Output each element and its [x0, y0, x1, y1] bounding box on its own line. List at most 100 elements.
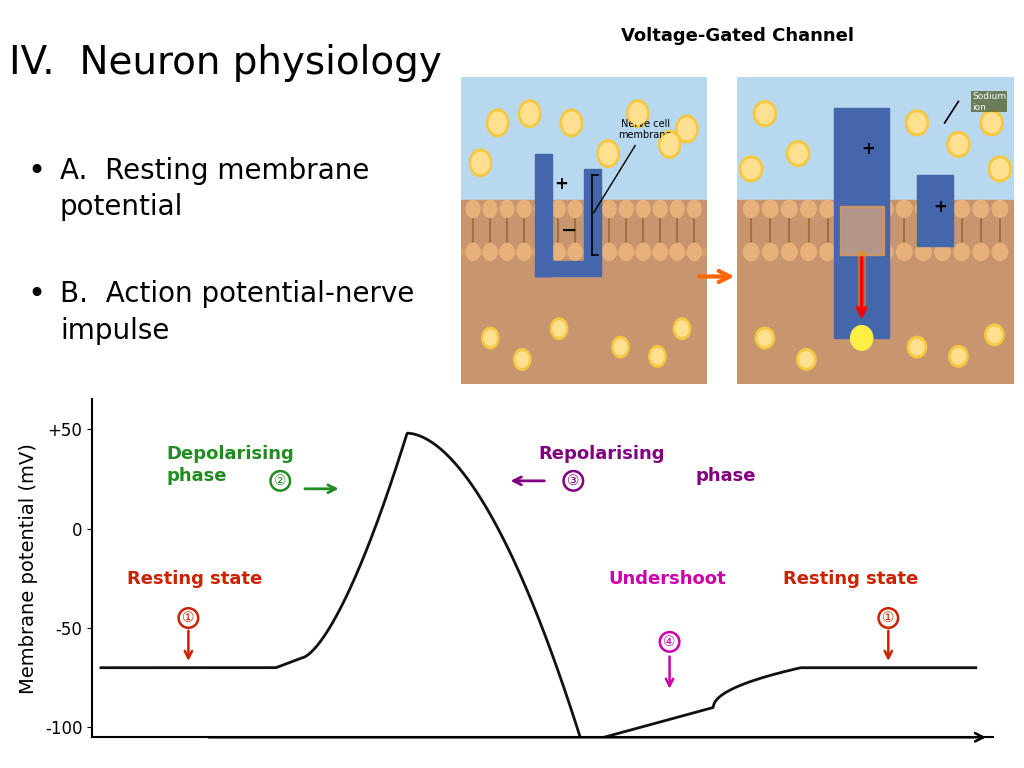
Circle shape	[653, 243, 667, 260]
Circle shape	[671, 243, 684, 260]
Circle shape	[600, 143, 616, 164]
Circle shape	[851, 326, 872, 350]
Text: +: +	[555, 175, 568, 194]
Circle shape	[602, 243, 616, 260]
Circle shape	[636, 200, 650, 217]
Circle shape	[489, 112, 506, 134]
Circle shape	[597, 140, 620, 167]
Bar	[737, 230, 1014, 384]
Circle shape	[935, 200, 950, 217]
Circle shape	[781, 243, 797, 260]
Circle shape	[743, 243, 759, 260]
Circle shape	[517, 200, 531, 217]
Circle shape	[781, 200, 797, 217]
Circle shape	[602, 200, 616, 217]
Circle shape	[949, 346, 968, 367]
Text: −: −	[561, 221, 578, 240]
Circle shape	[553, 321, 565, 336]
Circle shape	[754, 101, 776, 127]
Circle shape	[758, 330, 772, 346]
Circle shape	[517, 243, 531, 260]
Bar	[461, 249, 707, 255]
Circle shape	[800, 352, 813, 367]
Text: Depolarising: Depolarising	[167, 445, 294, 463]
Bar	[461, 200, 707, 255]
Circle shape	[910, 339, 924, 355]
Text: +: +	[934, 198, 947, 216]
Circle shape	[501, 200, 514, 217]
Circle shape	[949, 134, 968, 154]
Circle shape	[988, 156, 1012, 182]
Circle shape	[858, 200, 873, 217]
Circle shape	[535, 200, 548, 217]
Circle shape	[678, 118, 695, 140]
Circle shape	[992, 243, 1008, 260]
Circle shape	[742, 159, 760, 179]
Circle shape	[662, 134, 678, 155]
Circle shape	[676, 321, 688, 336]
Bar	[737, 77, 1014, 230]
Circle shape	[983, 113, 1000, 133]
Polygon shape	[843, 209, 881, 252]
Text: phase: phase	[167, 467, 227, 485]
Text: Undershoot: Undershoot	[608, 570, 726, 588]
Circle shape	[586, 243, 599, 260]
Text: Normal state (closed channel): Normal state (closed channel)	[510, 409, 657, 419]
Circle shape	[763, 243, 778, 260]
Circle shape	[954, 243, 970, 260]
Circle shape	[551, 243, 565, 260]
Circle shape	[797, 349, 816, 370]
Text: ②: ②	[274, 474, 287, 488]
Circle shape	[568, 243, 582, 260]
Circle shape	[992, 200, 1008, 217]
Circle shape	[915, 243, 931, 260]
Circle shape	[687, 200, 701, 217]
Circle shape	[915, 200, 931, 217]
Circle shape	[947, 131, 970, 157]
Circle shape	[612, 336, 629, 358]
Circle shape	[649, 346, 666, 367]
Circle shape	[801, 243, 816, 260]
Circle shape	[627, 100, 649, 127]
Circle shape	[674, 318, 690, 339]
Circle shape	[687, 243, 701, 260]
Circle shape	[551, 318, 567, 339]
Circle shape	[516, 352, 528, 367]
Bar	[737, 200, 1014, 255]
Text: ④: ④	[664, 635, 676, 649]
Circle shape	[614, 339, 627, 355]
Circle shape	[658, 131, 681, 158]
Circle shape	[484, 330, 497, 346]
Text: phase: phase	[696, 467, 757, 485]
Text: Nerve signal formation (open channel): Nerve signal formation (open channel)	[781, 409, 970, 419]
Circle shape	[973, 200, 988, 217]
Text: Resting state: Resting state	[783, 570, 919, 588]
Circle shape	[858, 243, 873, 260]
Circle shape	[743, 200, 759, 217]
Circle shape	[483, 200, 497, 217]
Circle shape	[980, 110, 1004, 136]
Circle shape	[908, 113, 926, 133]
Circle shape	[651, 349, 664, 364]
Text: •: •	[28, 157, 46, 186]
Circle shape	[481, 327, 499, 349]
Circle shape	[905, 110, 929, 136]
Y-axis label: Membrane potential (mV): Membrane potential (mV)	[19, 443, 38, 694]
Circle shape	[466, 243, 480, 260]
Circle shape	[469, 149, 492, 177]
Circle shape	[878, 200, 893, 217]
Text: ①: ①	[182, 611, 195, 625]
Polygon shape	[535, 154, 552, 276]
Circle shape	[790, 144, 807, 164]
Circle shape	[501, 243, 514, 260]
Circle shape	[629, 103, 646, 124]
Circle shape	[954, 200, 970, 217]
Circle shape	[514, 349, 530, 370]
Circle shape	[985, 324, 1005, 346]
Circle shape	[907, 336, 927, 358]
Circle shape	[896, 200, 912, 217]
Polygon shape	[584, 169, 601, 255]
Circle shape	[973, 243, 988, 260]
Text: Resting state: Resting state	[127, 570, 262, 588]
Circle shape	[466, 200, 480, 217]
